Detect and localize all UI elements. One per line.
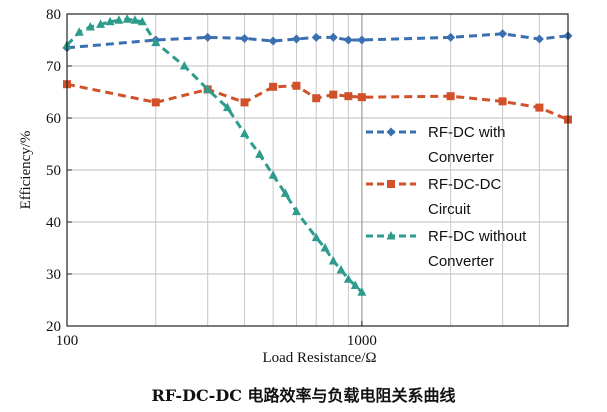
series-3-point <box>96 19 106 28</box>
series-3-point <box>357 287 367 296</box>
series-3-point <box>255 149 265 158</box>
series-3-point <box>85 22 95 31</box>
legend-item-2: RF-DC-DC Circuit <box>366 176 501 218</box>
series-2-point <box>269 82 278 91</box>
legend-label: RF-DC-DC <box>428 176 501 193</box>
legend-label: RF-DC with <box>428 124 506 141</box>
legend-label: RF-DC without <box>428 228 527 245</box>
y-tick-label: 20 <box>46 319 61 335</box>
series-3-point <box>130 15 140 24</box>
series-2-point <box>329 90 338 99</box>
series-3 <box>62 14 367 296</box>
series-3-point <box>114 15 124 24</box>
series-3-point <box>350 280 360 289</box>
series-3-point <box>343 274 353 283</box>
series-3-point <box>240 128 250 138</box>
legend-swatch-point <box>386 231 396 240</box>
series-1-point <box>328 32 338 42</box>
series-3-point <box>320 243 330 252</box>
series-1-point <box>203 32 213 42</box>
series-2-point <box>357 93 366 102</box>
series-3-point <box>179 61 189 70</box>
series-3-point <box>280 188 290 197</box>
series-1-point <box>240 33 250 43</box>
x-axis-title: Load Resistance/Ω <box>262 350 376 366</box>
series-2-point <box>446 92 455 101</box>
figure-caption: RF-DC-DC 电路效率与负载电阻关系曲线 <box>151 386 456 405</box>
series-1-point <box>343 35 353 45</box>
series-2-point <box>498 97 507 106</box>
legend: RF-DC with Converter RF-DC-DC Circuit RF-DC … <box>366 124 527 270</box>
series-3-line <box>65 17 363 294</box>
series-1-point <box>446 32 456 42</box>
series-3-point <box>105 16 115 26</box>
x-tick-label: 100 <box>56 333 79 349</box>
series-1-point <box>357 35 367 45</box>
series-layer <box>62 14 573 296</box>
series-3-point <box>222 102 232 112</box>
y-axis-title: Efficiency/% <box>18 131 34 210</box>
legend-label: Circuit <box>428 201 471 218</box>
series-1-point <box>534 34 544 44</box>
series-3-point <box>268 170 278 179</box>
legend-swatch-point <box>387 180 395 188</box>
y-tick-label: 60 <box>46 111 61 127</box>
series-2-point <box>240 98 249 107</box>
series-3-point <box>122 14 132 23</box>
series-2-point <box>535 103 544 112</box>
series-3-point <box>291 206 301 216</box>
series-2-point <box>312 94 321 103</box>
tick-labels: 20 30 40 50 60 70 80 100 1000 <box>46 7 377 349</box>
series-2 <box>63 80 572 124</box>
x-tick-label: 1000 <box>347 333 377 349</box>
y-tick-label: 40 <box>46 215 61 231</box>
series-2-point <box>344 92 353 101</box>
legend-label: Converter <box>428 149 494 166</box>
series-1-point <box>498 29 508 39</box>
series-2-line <box>66 82 569 121</box>
series-3-point <box>336 264 346 274</box>
axes <box>66 13 569 327</box>
series-3-point <box>203 84 213 93</box>
series-1-line <box>66 32 569 50</box>
series-1-point <box>311 32 321 42</box>
legend-label: Converter <box>428 253 494 270</box>
series-3-point <box>137 16 147 26</box>
legend-swatch-point <box>386 127 396 137</box>
y-tick-label: 80 <box>46 7 61 23</box>
series-1 <box>62 29 573 53</box>
y-tick-label: 50 <box>46 163 61 179</box>
series-1-point <box>291 34 301 44</box>
series-3-point <box>74 27 84 36</box>
series-1-point <box>268 36 278 46</box>
y-tick-label: 30 <box>46 267 61 283</box>
series-2-point <box>151 98 160 107</box>
grid <box>67 14 568 326</box>
y-tick-label: 70 <box>46 59 61 75</box>
legend-item-1: RF-DC with Converter <box>366 124 506 166</box>
series-3-point <box>311 232 321 242</box>
series-2-point <box>292 81 301 90</box>
legend-item-3: RF-DC without Converter <box>366 228 527 270</box>
series-3-point <box>151 37 161 47</box>
series-3-point <box>328 256 338 265</box>
